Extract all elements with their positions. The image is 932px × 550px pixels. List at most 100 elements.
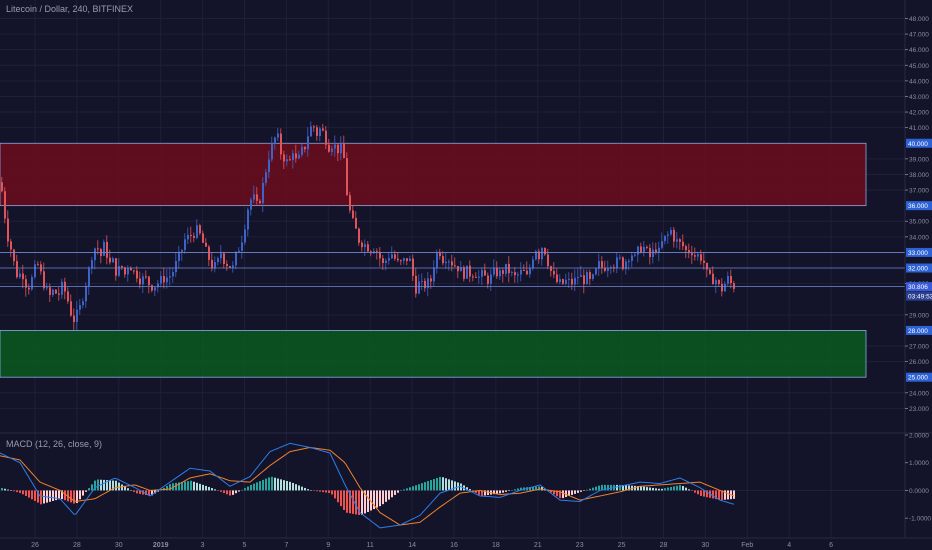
macd-hist-bar xyxy=(583,490,585,491)
macd-hist-bar xyxy=(235,490,237,494)
x-tick-label: 30 xyxy=(115,542,123,549)
candle-down xyxy=(685,246,687,251)
x-tick-label: 5 xyxy=(243,542,247,549)
macd-hist-bar xyxy=(550,490,552,493)
candle-down xyxy=(718,280,720,284)
price-tick-label: 34.000 xyxy=(909,234,929,241)
candle-up xyxy=(592,274,594,279)
candle-down xyxy=(379,251,381,259)
macd-hist-bar xyxy=(262,479,264,491)
candle-down xyxy=(55,289,57,294)
candle-up xyxy=(196,225,198,238)
candle-down xyxy=(688,250,690,254)
macd-hist-bar xyxy=(424,482,426,491)
candle-down xyxy=(430,278,432,282)
macd-hist-bar xyxy=(643,486,645,491)
candle-up xyxy=(46,287,48,289)
macd-hist-bar xyxy=(430,480,432,491)
macd-hist-bar xyxy=(571,490,573,495)
macd-hist-bar xyxy=(451,480,453,491)
candle-down xyxy=(730,276,732,284)
macd-hist-bar xyxy=(97,479,99,491)
candle-down xyxy=(514,272,516,276)
candle-up xyxy=(292,153,294,160)
candle-up xyxy=(448,261,450,263)
candle-up xyxy=(433,267,435,282)
macd-hist-bar xyxy=(385,490,387,502)
candle-down xyxy=(523,269,525,271)
candle-down xyxy=(454,265,456,267)
candle-down xyxy=(10,241,12,250)
level-tag-bg xyxy=(906,263,932,273)
candle-up xyxy=(232,265,234,268)
candle-down xyxy=(544,247,546,255)
candle-up xyxy=(319,128,321,136)
candle-down xyxy=(415,275,417,294)
candle-down xyxy=(400,260,402,262)
candle-down xyxy=(289,159,291,161)
macd-hist-bar xyxy=(370,490,372,511)
x-tick-label: 26 xyxy=(31,542,39,549)
candle-up xyxy=(529,268,531,275)
level-tag-bg xyxy=(906,372,932,382)
macd-hist-bar xyxy=(148,490,150,496)
candle-down xyxy=(496,267,498,277)
candle-down xyxy=(469,265,471,277)
price-tick-label: 43.000 xyxy=(909,94,929,101)
macd-hist-bar xyxy=(706,490,708,498)
candle-up xyxy=(565,279,567,284)
candle-down xyxy=(583,275,585,285)
macd-hist-bar xyxy=(124,486,126,491)
candle-up xyxy=(94,248,96,261)
macd-hist-bar xyxy=(676,485,678,491)
macd-hist-bar xyxy=(166,485,168,491)
candle-up xyxy=(241,242,243,251)
candle-down xyxy=(163,276,165,283)
macd-hist-bar xyxy=(514,489,516,491)
candle-down xyxy=(67,291,69,302)
macd-hist-bar xyxy=(397,490,399,493)
candle-up xyxy=(517,274,519,276)
candle-down xyxy=(484,270,486,276)
candle-up xyxy=(385,260,387,264)
macd-hist-bar xyxy=(703,490,705,497)
candle-up xyxy=(307,136,309,150)
x-tick-label: 3 xyxy=(201,542,205,549)
candle-down xyxy=(655,249,657,253)
candle-down xyxy=(601,261,603,268)
candle-up xyxy=(181,249,183,252)
macd-hist-bar xyxy=(64,490,66,501)
macd-hist-bar xyxy=(103,479,105,491)
current-price-label: 30.806 xyxy=(908,284,928,291)
macd-hist-bar xyxy=(331,490,333,495)
macd-hist-bar xyxy=(139,490,141,494)
grid xyxy=(0,0,905,538)
macd-hist-bar xyxy=(199,483,201,491)
macd-hist-bar xyxy=(115,480,117,491)
macd-hist-bar xyxy=(733,490,735,499)
candle-up xyxy=(220,253,222,259)
macd-hist-bar xyxy=(253,483,255,491)
macd-hist-bar xyxy=(607,484,609,491)
candle-down xyxy=(28,287,30,290)
candle-down xyxy=(13,249,15,262)
macd-hist-bar xyxy=(223,490,225,494)
macd-hist-bar xyxy=(313,490,315,491)
x-tick-label: 4 xyxy=(787,542,791,549)
candle-up xyxy=(52,289,54,295)
candle-up xyxy=(598,261,600,269)
candle-down xyxy=(322,128,324,131)
macd-hist-bar xyxy=(604,484,606,491)
macd-hist-bar xyxy=(598,485,600,491)
candle-down xyxy=(295,153,297,159)
macd-hist-bar xyxy=(502,490,504,493)
macd-hist-bar xyxy=(427,481,429,491)
candle-up xyxy=(250,199,252,210)
candle-up xyxy=(142,276,144,285)
candle-down xyxy=(487,275,489,284)
candle-down xyxy=(37,264,39,266)
macd-hist-bar xyxy=(58,490,60,500)
macd-hist-bar xyxy=(88,488,90,491)
macd-hist-bar xyxy=(280,479,282,491)
macd-hist-bar xyxy=(484,490,486,496)
